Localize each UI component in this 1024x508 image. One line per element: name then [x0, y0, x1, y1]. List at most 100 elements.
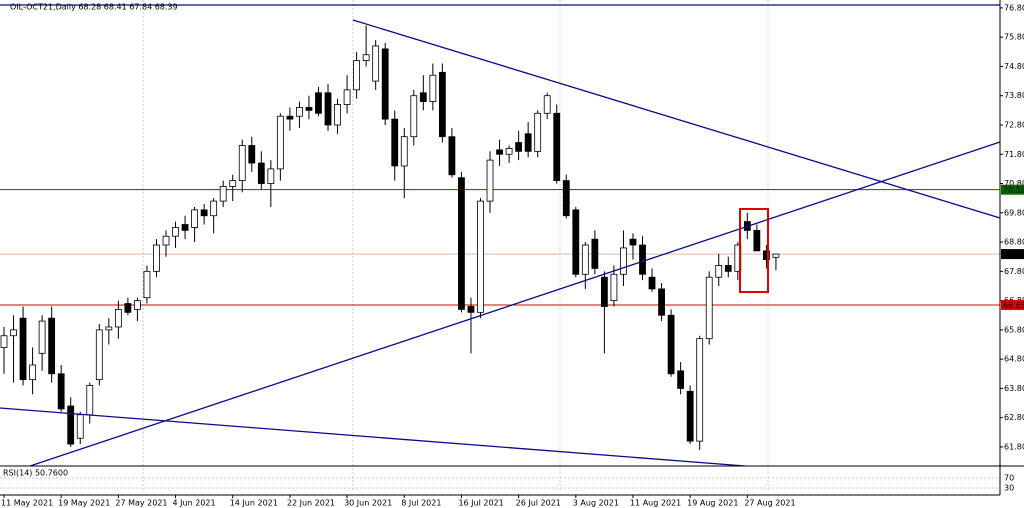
- candle-body: [448, 136, 456, 176]
- y-tick-label: 70.80: [1004, 179, 1024, 188]
- candle-body: [181, 224, 189, 231]
- y-tick-label: 63.80: [1004, 384, 1024, 393]
- y-tick-label: 65.80: [1004, 325, 1024, 334]
- trendlines: [0, 4, 1001, 467]
- candle-body: [543, 95, 551, 114]
- candle-body: [296, 107, 303, 117]
- candle-body: [639, 244, 646, 275]
- x-tick-label: 8 Jul 2021: [401, 499, 441, 508]
- candle-body: [620, 247, 627, 275]
- candle-body: [419, 92, 427, 102]
- y-tick-label: 74.80: [1004, 62, 1024, 71]
- x-tick-label: 30 Jun 2021: [344, 499, 392, 508]
- x-tick-label: 27 Aug 2021: [744, 499, 795, 508]
- x-tick-label: 19 May 2021: [58, 499, 110, 508]
- candle-body: [162, 235, 170, 246]
- level-tag: [1001, 300, 1024, 311]
- x-tick-label: 3 Aug 2021: [573, 499, 619, 508]
- candle-body: [19, 317, 27, 381]
- candle-body: [772, 253, 780, 258]
- candle-body: [496, 149, 503, 155]
- candle-body: [219, 186, 227, 202]
- candle-body: [76, 414, 84, 439]
- level-label: 68.39: [1003, 250, 1024, 259]
- rsi-tick-label: 30: [1004, 484, 1014, 493]
- x-tick-label: 4 Jun 2021: [173, 499, 216, 508]
- candle-body: [343, 89, 351, 105]
- candle-body: [334, 104, 341, 126]
- candle-body: [153, 244, 160, 272]
- level-tag: [1001, 249, 1024, 260]
- candle-body: [581, 244, 589, 275]
- candle-body: [610, 273, 618, 302]
- candle-body: [677, 370, 685, 389]
- highlight-box: [739, 208, 769, 293]
- candle-body: [381, 48, 389, 120]
- y-tick-label: 73.80: [1004, 91, 1024, 100]
- trendline: [29, 141, 1001, 467]
- candle-body: [667, 314, 675, 375]
- candle-body: [524, 133, 532, 152]
- candle-body: [505, 148, 513, 155]
- candle-body: [705, 276, 713, 340]
- candle-body: [38, 320, 46, 354]
- candle-body: [324, 92, 332, 126]
- candle-body: [600, 276, 608, 307]
- candle-body: [191, 209, 199, 228]
- candle-body: [172, 227, 179, 237]
- candle-body: [648, 276, 656, 290]
- level-label: 66.65: [1003, 301, 1024, 310]
- candle-body: [248, 145, 256, 164]
- candle-body: [591, 238, 599, 269]
- candle-body: [686, 390, 694, 442]
- y-tick-label: 67.80: [1004, 267, 1024, 276]
- candle-body: [724, 265, 732, 272]
- x-tick-label: 16 Jul 2021: [458, 499, 503, 508]
- candle-body: [10, 329, 17, 337]
- y-tick-label: 75.80: [1004, 33, 1024, 42]
- trendline: [352, 19, 1001, 219]
- candle-body: [257, 162, 265, 184]
- candle-body: [372, 45, 380, 82]
- candle-body: [429, 74, 437, 102]
- candle-body: [95, 329, 103, 381]
- y-tick-label: 68.80: [1004, 238, 1024, 247]
- candle-body: [29, 364, 36, 381]
- trendline: [0, 407, 746, 467]
- candle-body: [0, 335, 8, 348]
- y-tick-label: 61.80: [1004, 442, 1024, 451]
- candle-body: [134, 300, 141, 310]
- candles: [0, 25, 780, 450]
- candle-body: [534, 112, 542, 152]
- y-tick-label: 62.80: [1004, 413, 1024, 422]
- y-tick-label: 64.80: [1004, 355, 1024, 364]
- candle-body: [200, 209, 208, 217]
- candle-body: [715, 265, 723, 278]
- rsi-tick-label: 70: [1004, 474, 1014, 483]
- y-tick-label: 72.80: [1004, 120, 1024, 129]
- x-tick-label: 22 Jun 2021: [287, 499, 335, 508]
- candle-body: [210, 200, 218, 217]
- candle-body: [286, 115, 294, 120]
- candle-body: [114, 308, 122, 328]
- level-label: 70.59: [1003, 186, 1024, 195]
- candle-body: [400, 136, 408, 167]
- candle-body: [57, 373, 65, 410]
- candle-body: [143, 270, 151, 299]
- candle-body: [67, 405, 75, 445]
- candle-body: [105, 326, 113, 331]
- candle-body: [438, 71, 446, 138]
- y-tick-label: 76.80: [1004, 3, 1024, 12]
- y-tick-label: 71.80: [1004, 150, 1024, 159]
- candle-body: [562, 180, 570, 217]
- rsi-label: RSI(14) 50.7600: [3, 469, 68, 478]
- candle-body: [86, 385, 94, 416]
- candle-body: [353, 60, 361, 91]
- candle-body: [410, 95, 418, 138]
- x-tick-label: 11 May 2021: [1, 499, 53, 508]
- candle-body: [696, 338, 704, 442]
- candle-body: [229, 180, 237, 187]
- x-tick-label: 19 Aug 2021: [687, 499, 738, 508]
- levels: [0, 189, 1000, 306]
